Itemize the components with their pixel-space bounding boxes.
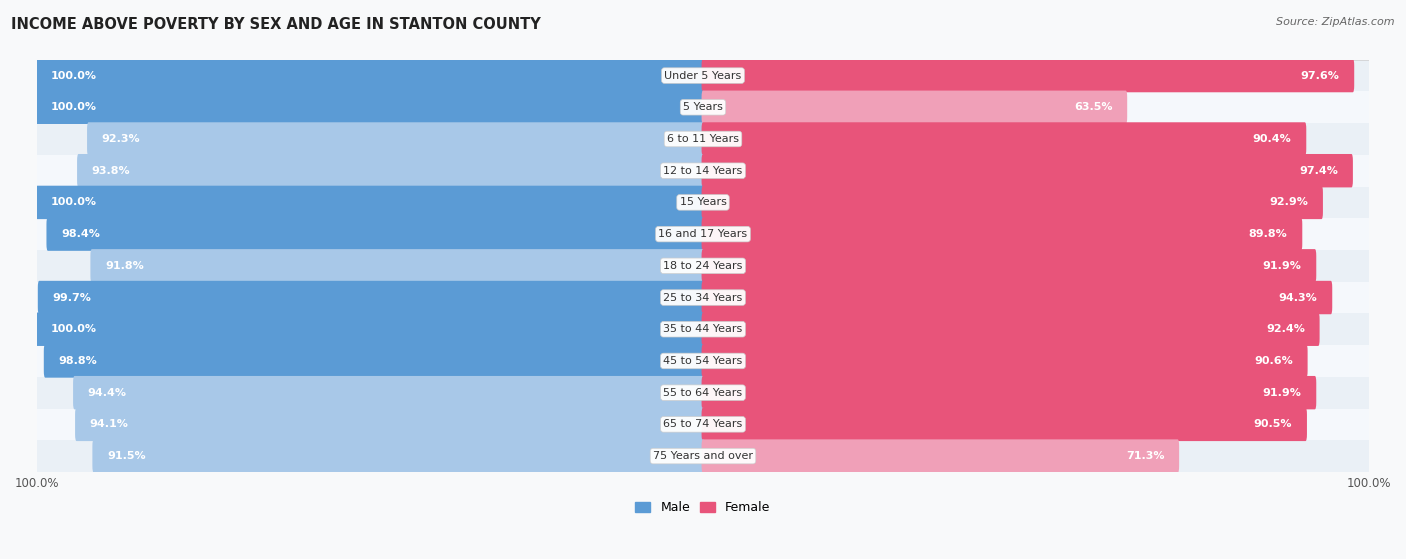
Text: 100.0%: 100.0%	[51, 324, 97, 334]
FancyBboxPatch shape	[93, 439, 704, 473]
Text: 91.9%: 91.9%	[1263, 261, 1302, 271]
Text: 12 to 14 Years: 12 to 14 Years	[664, 165, 742, 176]
Text: 90.6%: 90.6%	[1254, 356, 1294, 366]
FancyBboxPatch shape	[702, 376, 1316, 409]
FancyBboxPatch shape	[702, 249, 1316, 282]
FancyBboxPatch shape	[702, 312, 1320, 346]
Text: 55 to 64 Years: 55 to 64 Years	[664, 387, 742, 397]
Bar	[31, 440, 1375, 472]
Bar	[31, 187, 1375, 218]
Text: 98.8%: 98.8%	[59, 356, 97, 366]
FancyBboxPatch shape	[702, 439, 1180, 473]
Bar	[31, 123, 1375, 155]
FancyBboxPatch shape	[702, 59, 1354, 92]
Text: 92.9%: 92.9%	[1270, 197, 1308, 207]
Text: 16 and 17 Years: 16 and 17 Years	[658, 229, 748, 239]
FancyBboxPatch shape	[702, 281, 1333, 314]
Legend: Male, Female: Male, Female	[630, 496, 776, 519]
Text: 45 to 54 Years: 45 to 54 Years	[664, 356, 742, 366]
Text: 93.8%: 93.8%	[91, 165, 131, 176]
Text: 90.4%: 90.4%	[1253, 134, 1292, 144]
FancyBboxPatch shape	[35, 91, 704, 124]
Text: 15 Years: 15 Years	[679, 197, 727, 207]
FancyBboxPatch shape	[44, 344, 704, 378]
FancyBboxPatch shape	[35, 186, 704, 219]
Text: 63.5%: 63.5%	[1074, 102, 1112, 112]
Bar	[31, 377, 1375, 409]
Text: 99.7%: 99.7%	[52, 292, 91, 302]
Text: Source: ZipAtlas.com: Source: ZipAtlas.com	[1277, 17, 1395, 27]
Text: 100.0%: 100.0%	[51, 102, 97, 112]
FancyBboxPatch shape	[35, 59, 704, 92]
Text: 98.4%: 98.4%	[62, 229, 100, 239]
Text: Under 5 Years: Under 5 Years	[665, 70, 741, 80]
FancyBboxPatch shape	[77, 154, 704, 187]
FancyBboxPatch shape	[702, 186, 1323, 219]
Text: 97.4%: 97.4%	[1299, 165, 1339, 176]
FancyBboxPatch shape	[702, 91, 1128, 124]
Bar	[31, 92, 1375, 123]
Bar	[31, 314, 1375, 345]
Bar	[31, 60, 1375, 92]
Text: 18 to 24 Years: 18 to 24 Years	[664, 261, 742, 271]
Bar	[31, 218, 1375, 250]
Text: 94.1%: 94.1%	[90, 419, 129, 429]
Text: 90.5%: 90.5%	[1254, 419, 1292, 429]
Text: 35 to 44 Years: 35 to 44 Years	[664, 324, 742, 334]
Bar	[31, 155, 1375, 187]
Text: 5 Years: 5 Years	[683, 102, 723, 112]
FancyBboxPatch shape	[75, 408, 704, 441]
Text: INCOME ABOVE POVERTY BY SEX AND AGE IN STANTON COUNTY: INCOME ABOVE POVERTY BY SEX AND AGE IN S…	[11, 17, 541, 32]
FancyBboxPatch shape	[46, 217, 704, 251]
Text: 91.8%: 91.8%	[105, 261, 143, 271]
Text: 92.4%: 92.4%	[1265, 324, 1305, 334]
FancyBboxPatch shape	[90, 249, 704, 282]
Text: 25 to 34 Years: 25 to 34 Years	[664, 292, 742, 302]
Text: 94.4%: 94.4%	[87, 387, 127, 397]
FancyBboxPatch shape	[702, 122, 1306, 156]
FancyBboxPatch shape	[702, 217, 1302, 251]
Bar	[31, 345, 1375, 377]
Text: 100.0%: 100.0%	[51, 197, 97, 207]
FancyBboxPatch shape	[87, 122, 704, 156]
Text: 91.5%: 91.5%	[107, 451, 146, 461]
Bar	[31, 250, 1375, 282]
Text: 92.3%: 92.3%	[101, 134, 141, 144]
Text: 75 Years and over: 75 Years and over	[652, 451, 754, 461]
FancyBboxPatch shape	[73, 376, 704, 409]
FancyBboxPatch shape	[702, 154, 1353, 187]
FancyBboxPatch shape	[702, 408, 1308, 441]
Text: 94.3%: 94.3%	[1278, 292, 1317, 302]
Text: 97.6%: 97.6%	[1301, 70, 1340, 80]
Text: 71.3%: 71.3%	[1126, 451, 1164, 461]
Text: 6 to 11 Years: 6 to 11 Years	[666, 134, 740, 144]
FancyBboxPatch shape	[702, 344, 1308, 378]
Bar	[31, 282, 1375, 314]
Bar	[31, 409, 1375, 440]
FancyBboxPatch shape	[35, 312, 704, 346]
Text: 100.0%: 100.0%	[51, 70, 97, 80]
Text: 89.8%: 89.8%	[1249, 229, 1288, 239]
Text: 91.9%: 91.9%	[1263, 387, 1302, 397]
FancyBboxPatch shape	[38, 281, 704, 314]
Text: 65 to 74 Years: 65 to 74 Years	[664, 419, 742, 429]
